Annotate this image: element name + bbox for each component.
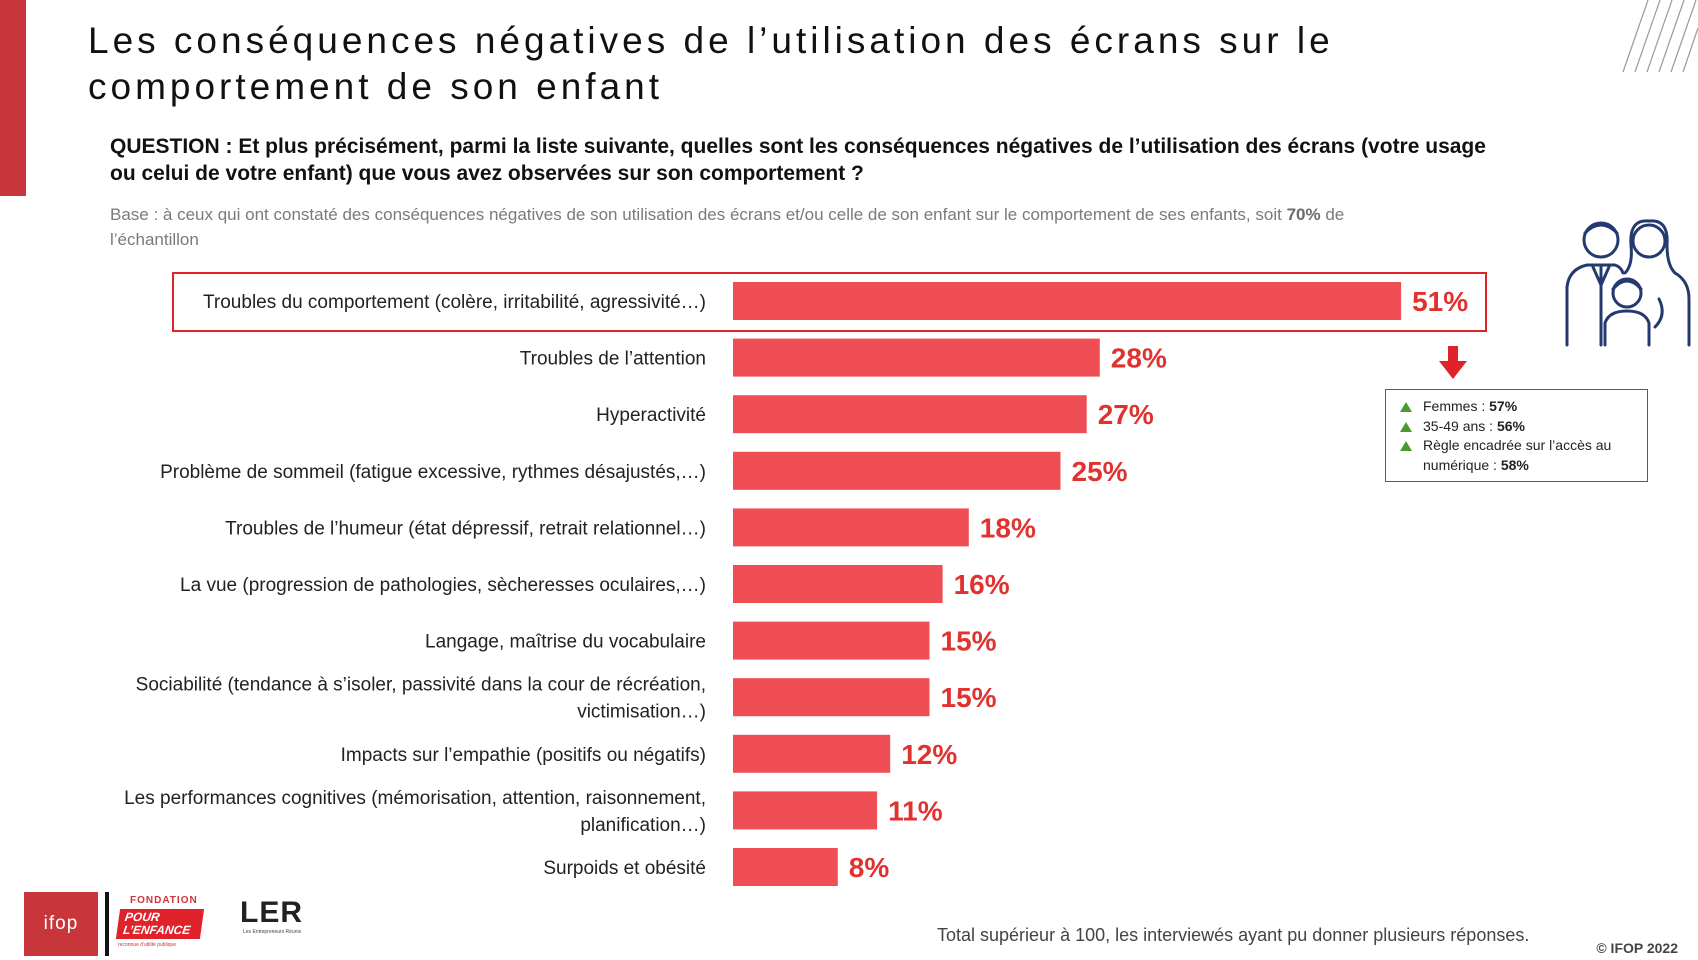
value-label: 15% <box>941 626 997 657</box>
bar <box>733 791 878 830</box>
category-label: La vue (progression de pathologies, sèch… <box>180 575 706 596</box>
subgroup-label: Femmes : <box>1423 398 1490 414</box>
fondation-logo: FONDATION POUR L’ENFANCE reconnue d’util… <box>115 895 213 957</box>
bar <box>733 282 1402 320</box>
base-percent: 70% <box>1286 205 1321 224</box>
family-icon <box>1565 219 1691 347</box>
subgroup-row: Femmes : 57% <box>1400 397 1637 417</box>
triangle-up-icon <box>1400 402 1412 412</box>
value-label: 25% <box>1072 456 1128 487</box>
bar <box>733 848 838 886</box>
category-label: planification…) <box>580 815 706 836</box>
fondation-logo-small: reconnue d’utilité publique <box>118 942 177 948</box>
value-label: 16% <box>954 569 1010 600</box>
base-text: Base : à ceux qui ont constaté des consé… <box>110 202 1400 252</box>
bar <box>733 451 1061 490</box>
value-label: 11% <box>888 795 943 826</box>
highlight-box <box>172 272 1487 332</box>
subgroup-value: 56% <box>1496 417 1525 434</box>
ler-logo: LER <box>240 896 303 929</box>
bar <box>733 508 969 547</box>
value-label: 28% <box>1111 343 1167 374</box>
category-label: Problème de sommeil (fatigue excessive, … <box>160 462 706 483</box>
ifop-logo: ifop <box>24 892 98 956</box>
logo-separator <box>105 892 109 956</box>
bar <box>733 621 930 660</box>
bar <box>733 678 930 717</box>
fondation-logo-top: FONDATION <box>130 895 198 906</box>
subgroup-label: 35-49 ans : <box>1423 417 1497 434</box>
category-label: Troubles de l’attention <box>520 349 706 370</box>
fondation-logo-main: POUR L’ENFANCE <box>115 909 205 939</box>
value-label: 8% <box>849 852 890 883</box>
page-title: Les conséquences négatives de l’utilisat… <box>88 20 1334 107</box>
subgroup-value: 58% <box>1500 456 1529 473</box>
accent-bar <box>0 0 26 196</box>
value-label: 18% <box>980 512 1036 543</box>
category-label: Langage, maîtrise du vocabulaire <box>425 632 706 653</box>
category-label: Les performances cognitives (mémorisatio… <box>124 788 706 809</box>
category-label: Sociabilité (tendance à s’isoler, passiv… <box>136 675 706 696</box>
bar <box>733 338 1100 377</box>
value-label: 51% <box>1412 286 1468 317</box>
category-label: Troubles du comportement (colère, irrita… <box>203 292 706 313</box>
footer-note: Total supérieur à 100, les interviewés a… <box>937 925 1530 945</box>
ler-logo-subtitle: Les Entrepreneurs Réunis <box>243 929 302 935</box>
category-label: Hyperactivité <box>596 405 706 426</box>
bar <box>733 565 943 603</box>
copyright: © IFOP 2022 <box>1596 940 1678 956</box>
triangle-up-icon <box>1400 421 1412 432</box>
arrow-down-icon <box>1439 346 1467 379</box>
value-label: 27% <box>1098 399 1154 430</box>
subgroup-box: Femmes : 57% 35-49 ans : 56% Règle encadré… <box>1385 389 1648 482</box>
bar <box>733 395 1087 434</box>
decorative-stripes <box>1622 0 1698 73</box>
value-label: 15% <box>941 682 997 713</box>
bar <box>733 734 891 773</box>
subgroup-row: 35-49 ans : 56% <box>1400 417 1637 437</box>
triangle-up-icon <box>1400 441 1412 451</box>
value-label: 12% <box>901 739 957 770</box>
base-suffix: de l’échantillon <box>110 205 1345 249</box>
base-prefix: Base : à ceux qui ont constaté des consé… <box>110 205 1287 224</box>
category-label: victimisation…) <box>577 702 706 723</box>
subgroup-label: Règle encadrée sur l’accès au numérique … <box>1423 437 1612 473</box>
subgroup-row: Règle encadrée sur l’accès au numérique … <box>1400 436 1637 475</box>
category-label: Impacts sur l’empathie (positifs ou néga… <box>341 745 706 766</box>
category-label: Surpoids et obésité <box>543 858 706 879</box>
category-label: Troubles de l’humeur (état dépressif, re… <box>225 518 706 539</box>
question-text: QUESTION : Et plus précisément, parmi la… <box>110 135 1486 185</box>
subgroup-value: 57% <box>1489 398 1518 414</box>
